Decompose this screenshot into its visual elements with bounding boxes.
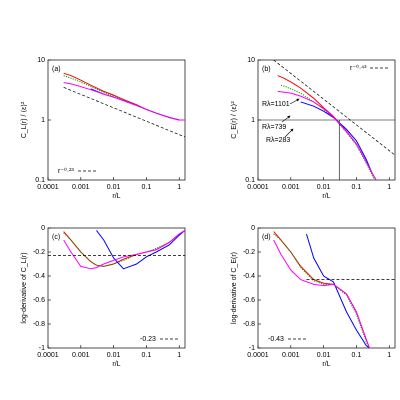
panel: 0.0001 0.001 0.01 0.1 1 0 -0.2 -0.4 -0.6 -0.8 -1 r/… [231,225,396,368]
x-tick-label: 0.0001 [37,352,59,359]
y-tick-label: -0.6 [243,297,255,304]
x-tick-label: 0.01 [317,352,331,359]
y-axis-label: log-derivative of C_L(r) [21,252,28,323]
data-line [96,230,185,270]
panel-label: (a) [52,66,61,73]
x-tick-label: 0.1 [142,352,152,359]
y-tick-label: 10 [247,57,255,64]
data-line [63,75,185,121]
x-tick-label: 0.001 [72,184,90,191]
x-axis-label: r/L [112,193,120,200]
x-tick-label: 1 [387,352,391,359]
x-tick-label: 0.0001 [37,184,59,191]
data-line [277,90,377,180]
data-line [300,101,373,174]
y-axis-label: C_L(r) / ⟨ε⟩² [20,101,28,138]
x-tick-label: 0.1 [352,352,362,359]
y-tick-label: 0.1 [35,177,45,184]
plot-area [48,229,185,270]
reference-line [63,87,185,138]
arrow [281,115,291,123]
annotation: Rλ=1101 [262,101,290,108]
x-tick-label: 0.01 [317,184,331,191]
data-line [305,233,370,348]
plot-area [273,231,395,348]
x-tick-label: 0.001 [72,352,90,359]
arrow [289,98,300,105]
legend-label: -0.23 [140,336,156,343]
data-line [63,82,185,121]
plot-frame [257,227,396,349]
y-tick-label: -0.6 [33,297,45,304]
x-tick-label: 1 [177,352,181,359]
x-tick-label: 0.001 [282,352,300,359]
x-tick-label: 0.0001 [247,184,269,191]
y-axis-label: C_E(r) / ⟨ε⟩² [230,101,238,139]
plot-area [63,72,185,138]
data-line [63,229,185,270]
x-axis-label: r/L [112,361,120,368]
x-tick-label: 0.1 [352,184,362,191]
panel: 0.0001 0.001 0.01 0.1 1 0.1 1 10 r/L C_E(r) / ⟨ε⟩… [230,57,396,200]
legend-label: -0.43 [268,336,284,343]
y-tick-label: 0.1 [245,177,255,184]
reference-line [273,60,395,156]
plot-frame [47,227,186,349]
panel-label: (d) [262,234,271,241]
legend-label: r⁻⁰·²³ [58,167,74,175]
x-tick-label: 1 [177,184,181,191]
y-tick-label: 1 [251,117,255,124]
data-line [63,229,185,267]
y-tick-label: -0.4 [33,273,45,280]
y-tick-label: 10 [37,57,45,64]
panel-label: (c) [52,234,60,241]
annotation: Rλ=739 [262,124,286,131]
data-line [280,84,376,180]
y-tick-label: -1 [39,345,45,352]
data-line [273,239,370,348]
x-axis-label: r/L [322,361,330,368]
x-tick-label: 1 [387,184,391,191]
panel-label: (b) [262,66,271,73]
x-tick-label: 0.001 [282,184,300,191]
y-tick-label: 0 [251,225,255,232]
data-line [63,229,185,267]
plot-area [258,60,395,180]
data-line [273,233,370,348]
annotation: Rλ=283 [266,137,290,144]
data-line [277,75,377,180]
x-tick-label: 0.01 [107,352,121,359]
annotation-arrows [281,98,300,138]
x-axis-label: r/L [322,193,330,200]
y-tick-label: 0 [41,225,45,232]
y-tick-label: 1 [41,117,45,124]
panel: 0.0001 0.001 0.01 0.1 1 0 -0.2 -0.4 -0.6 -0.8 -1 r/… [21,225,186,368]
y-tick-label: -0.8 [243,321,255,328]
data-line [90,88,185,121]
arrow [284,128,294,138]
plot-frame [47,59,186,181]
panel: 0.0001 0.001 0.01 0.1 1 0.1 1 10 r/L C_L(r) / ⟨ε⟩… [20,57,186,200]
data-line [63,72,185,121]
x-tick-label: 0.01 [107,184,121,191]
y-axis-label: log-derivative of C_E(r) [231,252,238,324]
y-tick-label: -0.2 [243,249,255,256]
y-tick-label: -1 [249,345,255,352]
x-tick-label: 0.1 [142,184,152,191]
data-line [273,231,370,348]
y-tick-label: -0.2 [33,249,45,256]
y-tick-label: -0.4 [243,273,255,280]
y-tick-label: -0.8 [33,321,45,328]
legend-label: r⁻⁰·⁴³ [350,64,367,72]
x-tick-label: 0.0001 [247,352,269,359]
